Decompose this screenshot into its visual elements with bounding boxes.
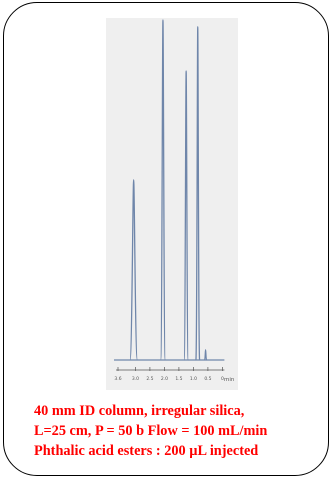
- peak-4: [195, 25, 201, 361]
- x-axis-label: min: [224, 377, 235, 383]
- x-tick-label: 0: [221, 376, 224, 382]
- x-tick-label: 1.0: [190, 376, 197, 382]
- x-tick-label: 0.5: [204, 376, 211, 382]
- x-tick-label: 1.5: [175, 376, 182, 382]
- caption-line-1: 40 mm ID column, irregular silica,: [34, 403, 245, 419]
- peak-1: [129, 179, 139, 361]
- caption: 40 mm ID column, irregular silica, L=25 …: [34, 401, 324, 461]
- x-tick-label: 3.0: [132, 376, 139, 382]
- x-tick-label: 3.6: [114, 376, 121, 382]
- peak-3: [183, 70, 189, 361]
- x-tick-label: 2.0: [161, 376, 168, 382]
- chromatogram-svg: 3.6 3.0 2.5 2.0 1.5 1.0 0.5 0 min: [106, 18, 238, 390]
- rounded-frame: [3, 2, 329, 476]
- x-tick-label: 2.5: [146, 376, 153, 382]
- plot-background: [106, 18, 238, 390]
- chromatogram: 3.6 3.0 2.5 2.0 1.5 1.0 0.5 0 min: [106, 18, 238, 390]
- caption-line-2: L=25 cm, P = 50 b Flow = 100 mL/min: [34, 423, 268, 439]
- peak-5: [204, 349, 208, 361]
- caption-line-3: Phthalic acid esters : 200 µL injected: [34, 443, 259, 459]
- peak-2: [159, 19, 166, 361]
